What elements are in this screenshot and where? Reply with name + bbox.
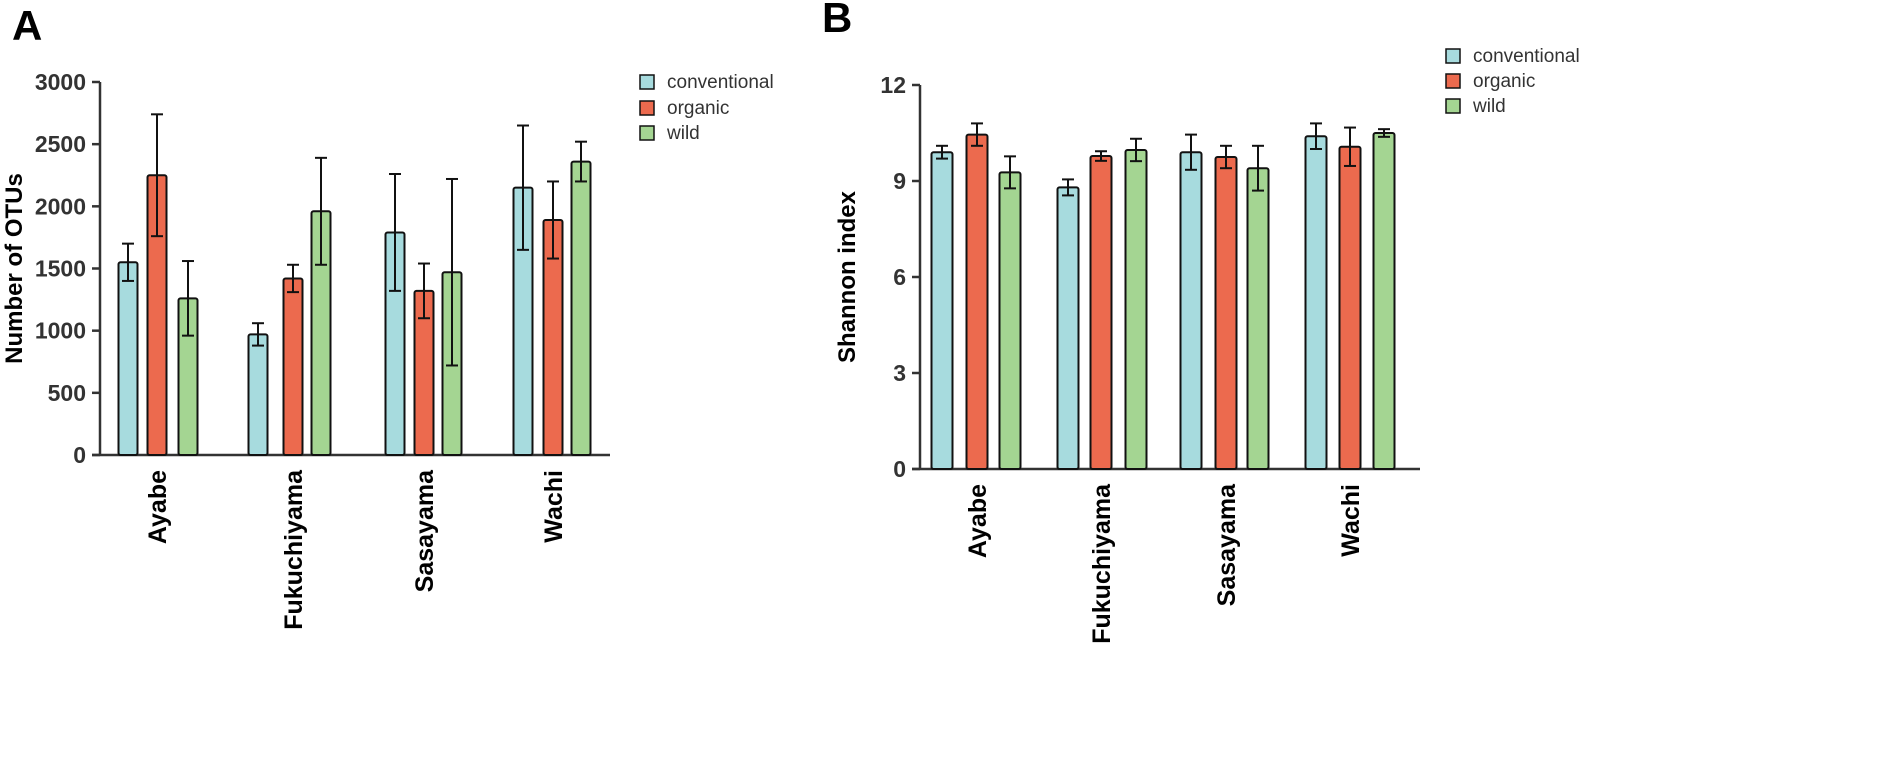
y-tick-label: 1500 bbox=[35, 256, 86, 282]
y-tick-label: 3000 bbox=[35, 69, 86, 95]
bar-conventional-fukuchiyama bbox=[247, 333, 269, 456]
category-label-ayabe: Ayabe bbox=[964, 484, 992, 558]
bar-conventional-wachi bbox=[1304, 135, 1328, 470]
category-label-fukuchiyama: Fukuchiyama bbox=[280, 469, 308, 630]
category-label-fukuchiyama: Fukuchiyama bbox=[1088, 483, 1116, 644]
panel-letter: A bbox=[12, 2, 42, 49]
legend-swatch-organic bbox=[1445, 73, 1461, 89]
category-label-wachi: Wachi bbox=[1337, 484, 1365, 557]
y-tick-label: 9 bbox=[893, 168, 906, 194]
y-tick-label: 2500 bbox=[35, 131, 86, 157]
y-tick-label: 0 bbox=[893, 456, 906, 482]
legend-label-wild: wild bbox=[666, 123, 700, 144]
legend-label-conventional: conventional bbox=[1473, 46, 1580, 67]
y-tick-label: 0 bbox=[73, 442, 86, 468]
bar-organic-wachi bbox=[1338, 145, 1362, 470]
bar-organic-fukuchiyama bbox=[282, 277, 304, 456]
legend-label-conventional: conventional bbox=[667, 72, 774, 93]
y-axis-title: Number of OTUs bbox=[1, 173, 28, 364]
y-tick-label: 2000 bbox=[35, 193, 86, 219]
y-axis-title: Shannon index bbox=[834, 190, 861, 363]
legend-swatch-wild bbox=[639, 125, 655, 141]
y-tick-label: 1000 bbox=[35, 318, 86, 344]
bar-organic-sasayama bbox=[1214, 156, 1238, 470]
bar-conventional-ayabe bbox=[930, 151, 954, 470]
legend-swatch-wild bbox=[1445, 98, 1461, 114]
bar-wild-fukuchiyama bbox=[1124, 148, 1148, 471]
category-label-sasayama: Sasayama bbox=[1213, 483, 1241, 606]
chart-panel-b: B 0 3 6 9 12 Shannon index Ayabe Fukuchiyama Sasa… bbox=[822, 0, 1580, 644]
category-label-ayabe: Ayabe bbox=[144, 470, 172, 544]
legend-swatch-conventional bbox=[1445, 48, 1461, 64]
bar-organic-ayabe bbox=[965, 133, 989, 470]
legend-swatch-conventional bbox=[639, 74, 655, 90]
legend-label-organic: organic bbox=[667, 98, 729, 119]
legend-swatch-organic bbox=[639, 100, 655, 116]
category-label-sasayama: Sasayama bbox=[411, 469, 439, 592]
y-tick-label: 12 bbox=[880, 72, 906, 98]
legend-label-organic: organic bbox=[1473, 71, 1535, 92]
y-tick-label: 6 bbox=[893, 264, 906, 290]
bar-conventional-sasayama bbox=[1179, 151, 1203, 470]
y-tick-label: 3 bbox=[893, 360, 906, 386]
chart-panel-a: A 0 500 1000 1500 2000 2500 3000 Number of OTUs A… bbox=[1, 2, 774, 630]
bar-wild-wachi bbox=[570, 160, 592, 456]
y-tick-label: 500 bbox=[48, 380, 86, 406]
bar-wild-sasayama bbox=[1246, 167, 1270, 470]
panel-letter: B bbox=[822, 0, 852, 41]
bar-wild-ayabe bbox=[998, 171, 1022, 471]
bar-conventional-ayabe bbox=[117, 261, 139, 456]
bar-organic-fukuchiyama bbox=[1089, 155, 1113, 470]
bar-wild-wachi bbox=[1372, 132, 1396, 470]
category-label-wachi: Wachi bbox=[540, 470, 568, 543]
legend-label-wild: wild bbox=[1472, 96, 1506, 117]
bar-conventional-fukuchiyama bbox=[1056, 186, 1080, 470]
